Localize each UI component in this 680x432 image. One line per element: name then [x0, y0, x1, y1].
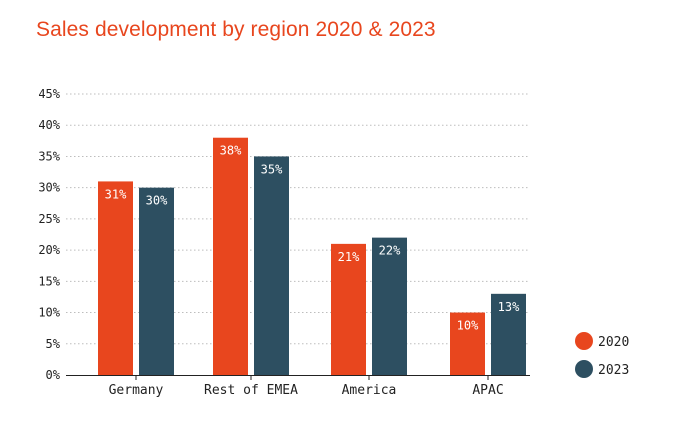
bar-2020-apac [450, 312, 485, 375]
bar-2023-rest-of-emea [254, 156, 289, 375]
data-label: 10% [457, 319, 479, 333]
y-tick-label: 5% [46, 337, 61, 351]
y-tick-label: 0% [46, 368, 61, 382]
chart-title: Sales development by region 2020 & 2023 [36, 18, 436, 41]
legend-label: 2023 [598, 363, 629, 378]
x-tick-label: America [342, 383, 397, 398]
y-tick-label: 25% [38, 212, 60, 226]
legend-label: 2020 [598, 335, 629, 350]
legend-marker-2020 [575, 332, 593, 350]
bar-2023-america [372, 237, 407, 375]
y-tick-label: 45% [38, 87, 60, 101]
gridlines [66, 93, 530, 345]
x-tick-label: APAC [472, 383, 503, 398]
legend-marker-2023 [575, 360, 593, 378]
x-axis: Germany Rest of EMEA America APAC [66, 375, 530, 398]
x-tick-label: Rest of EMEA [204, 383, 298, 398]
legend: 2020 2023 [575, 332, 629, 378]
bar-2020-germany [98, 181, 133, 375]
y-tick-label: 30% [38, 181, 60, 195]
bar-2020-america [331, 243, 366, 375]
bar-2023-germany [139, 187, 174, 375]
data-label: 35% [261, 162, 283, 176]
bar-2023-apac [491, 293, 526, 375]
y-axis: 0% 5% 10% 15% 20% 25% 30% 35% 40% 45% [38, 87, 60, 382]
y-tick-label: 10% [38, 306, 60, 320]
bar-2020-rest-of-emea [213, 137, 248, 375]
y-tick-label: 20% [38, 243, 60, 257]
x-tick-label: Germany [109, 383, 164, 398]
data-label: 30% [146, 194, 168, 208]
data-label: 22% [379, 244, 401, 258]
data-label: 38% [220, 144, 242, 158]
y-tick-label: 40% [38, 118, 60, 132]
y-tick-label: 15% [38, 274, 60, 288]
data-label: 21% [338, 250, 360, 264]
y-tick-label: 35% [38, 149, 60, 163]
data-label: 31% [105, 187, 127, 201]
data-label: 13% [498, 300, 520, 314]
bars: 31% 38% 21% 10% 30% 35% 22% 13% [98, 137, 526, 375]
